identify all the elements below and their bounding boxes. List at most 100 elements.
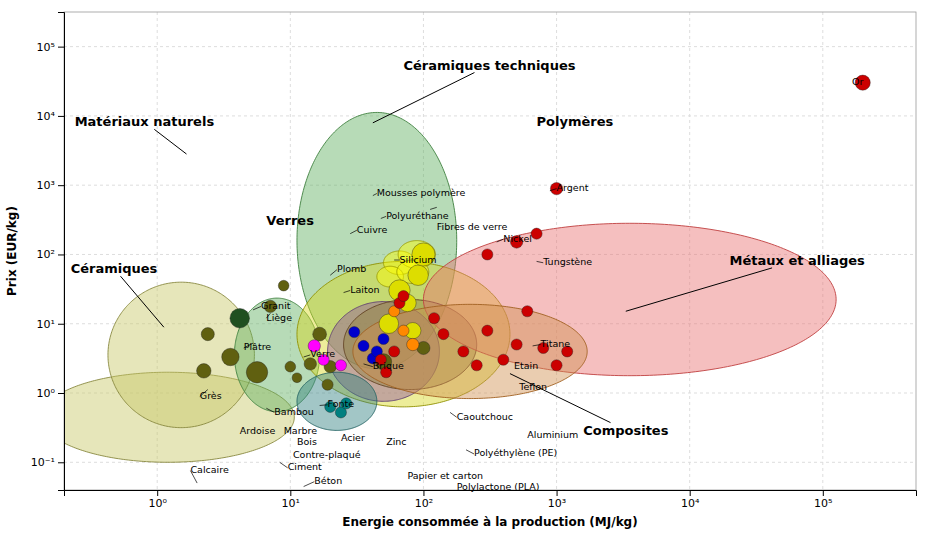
x-axis-title: Energie consommée à la production (MJ/kg… [342,515,637,529]
x-tick: 10¹ [282,490,300,510]
leader-line [550,189,557,191]
grid [64,12,916,490]
y-tick-mark [58,47,64,48]
material-label: Grès [200,390,222,401]
x-tick-mark [690,490,691,496]
material-label: Ardoise [240,425,276,436]
material-label: Titane [540,338,571,349]
material-label: Contre-plaqué [293,449,361,460]
category-arrow [510,374,611,423]
y-tick: 10³ [37,179,64,192]
y-tick-mark [58,185,64,186]
y-tick-mark [58,116,64,117]
leader-line [330,270,337,276]
material-label: Granit [261,300,291,311]
x-tick-label: 10⁴ [681,497,700,510]
y-tick: 10⁰ [37,387,64,400]
material-label: Bambou [274,406,313,417]
leader-line [537,261,544,262]
x-tick-label: 10¹ [282,497,300,510]
category-arrow [626,268,772,311]
y-tick-mark [58,393,64,394]
category-arrow [154,129,186,154]
material-label: Plâtre [244,341,272,352]
material-label: Marbre [284,425,318,436]
material-label: Plomb [337,263,366,274]
category-label: Métaux et alliages [730,253,865,268]
y-axis-title: Prix (EUR/kg) [5,206,19,296]
point [304,358,316,370]
x-tick: 10² [415,490,433,510]
x-tick: 10⁵ [814,490,832,510]
material-label: Argent [557,182,589,193]
leader-line [364,364,373,367]
point [551,360,562,371]
chart: 10⁰ 10¹ 10² 10³ 10⁴ 10⁵ 10⁻¹ 10⁰ 10¹ 10² 10³ 10⁴ 10⁵… [0,0,934,536]
point [292,373,302,383]
region [108,282,254,427]
leader-line [266,408,274,412]
y-grid-line [64,185,916,186]
category-label: Composites [583,423,668,438]
material-label: Polylactone (PLA) [457,481,540,492]
point [222,348,239,365]
leader-line [304,482,315,487]
category-label: Matériaux naturels [75,114,215,129]
y-tick-label: 10⁵ [37,41,55,54]
material-label: Béton [314,475,342,486]
material-label: Verre [310,348,335,359]
x-tick-mark [290,490,291,496]
point [230,308,250,328]
y-tick: 10⁻¹ [31,456,64,469]
material-label: Laiton [350,284,379,295]
point [429,313,440,324]
material-label: Liège [266,312,292,323]
point [349,326,360,337]
point [379,314,399,334]
material-label: Silicium [399,254,436,265]
leader-line [450,412,457,417]
material-label: Fibres de verre [437,221,508,232]
x-tick-label: 10³ [548,497,566,510]
material-label: Polyéthylène (PE) [474,447,557,458]
category-label: Polymères [537,114,614,129]
point [246,362,267,383]
leader-line [466,450,474,454]
point [389,346,400,357]
point [458,346,469,357]
material-label: Bois [297,436,317,447]
plot-frame [64,12,916,490]
point [482,249,493,260]
x-tick-label: 10⁰ [148,497,167,510]
point [278,280,289,291]
x-axis: 10⁰ 10¹ 10² 10³ 10⁴ 10⁵ [65,490,917,510]
point [285,361,296,372]
y-tick-mark [58,324,64,325]
y-tick: 10² [37,248,64,261]
annotation-lines [121,73,773,487]
point [531,228,542,239]
point [482,325,493,336]
region [297,372,377,430]
data-layer [64,75,870,462]
material-label: Or [852,76,863,87]
x-tick-label: 10⁵ [814,497,832,510]
category-arrow [373,73,475,123]
material-label: Cuivre [357,224,388,235]
plot-area: 10⁰ 10¹ 10² 10³ 10⁴ 10⁵ 10⁻¹ 10⁰ 10¹ 10² 10³ 10⁴ 10⁵… [31,12,917,510]
point [438,329,449,340]
x-tick: 10³ [548,490,566,510]
y-tick-label: 10² [37,248,55,261]
material-label: Brique [373,360,404,371]
material-label: Papier et carton [407,470,483,481]
points [197,75,871,418]
material-label: Nickel [503,233,532,244]
point [201,328,214,341]
leader-line [253,306,261,309]
category-arrow [121,276,164,327]
material-label: Caoutchouc [457,411,513,422]
y-tick-label: 10⁰ [37,387,56,400]
point [408,265,428,285]
point [335,360,346,371]
y-tick-label: 10¹ [37,318,55,331]
